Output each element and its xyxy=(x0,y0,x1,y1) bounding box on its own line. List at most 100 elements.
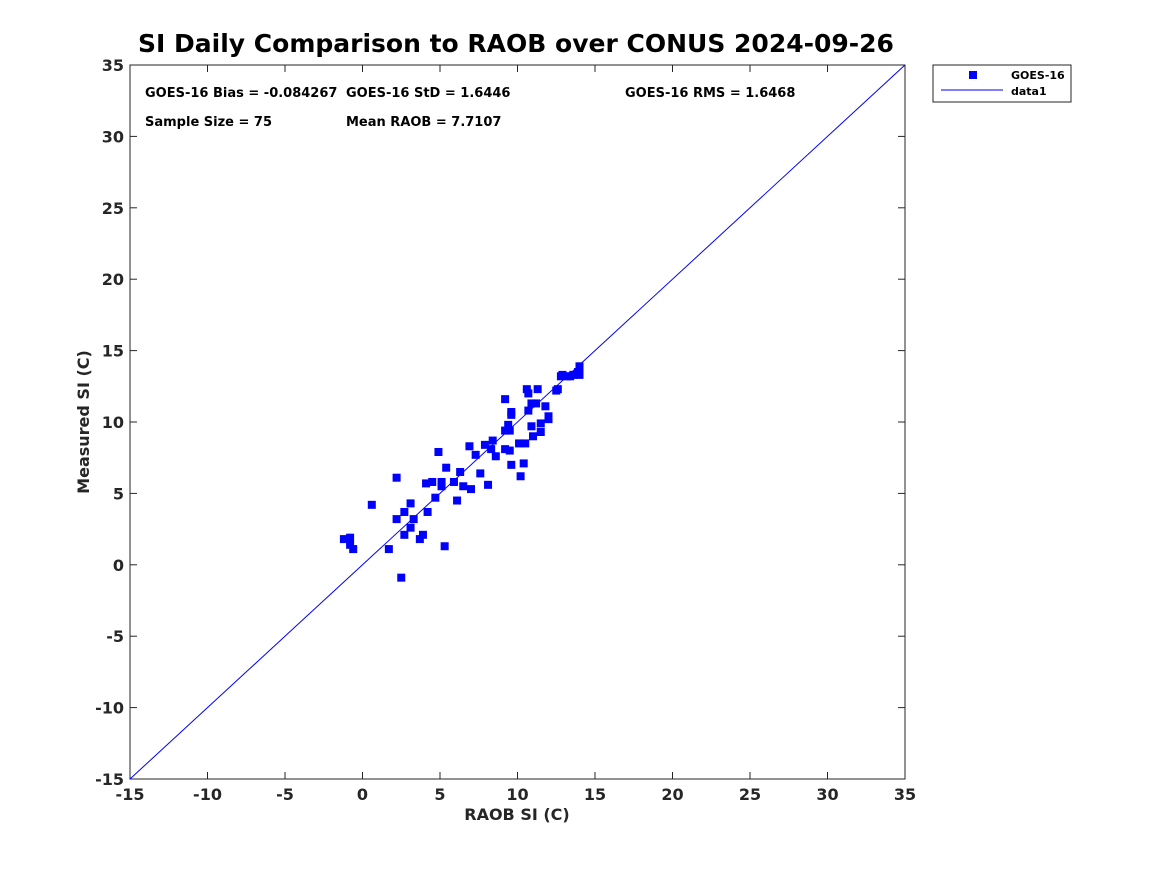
data-point xyxy=(507,408,516,417)
data-point xyxy=(339,535,348,544)
data-point xyxy=(422,479,431,488)
data-point xyxy=(349,545,358,554)
data-point xyxy=(406,523,415,532)
x-tick-label: 10 xyxy=(506,785,528,804)
y-tick-label: 35 xyxy=(102,56,124,75)
data-point xyxy=(449,477,458,486)
data-point xyxy=(558,370,567,379)
data-point xyxy=(505,446,514,455)
stat-mean-raob: Mean RAOB = 7.7107 xyxy=(346,115,501,130)
data-point xyxy=(575,362,584,371)
identity-line xyxy=(129,64,906,780)
data-point xyxy=(423,507,432,516)
data-point xyxy=(484,480,493,489)
x-tick-label: 0 xyxy=(357,785,368,804)
data-point xyxy=(522,385,531,394)
stat-rms: GOES-16 RMS = 1.6468 xyxy=(625,86,795,101)
y-axis-label: Measured SI (C) xyxy=(74,350,93,494)
data-point xyxy=(575,370,584,379)
data-point xyxy=(476,469,485,478)
y-tick-label: 5 xyxy=(113,484,124,503)
x-tick-label: 35 xyxy=(894,785,916,804)
x-tick-label: -15 xyxy=(116,785,145,804)
data-point xyxy=(434,447,443,456)
data-point xyxy=(437,482,446,491)
data-point xyxy=(346,533,355,542)
chart-title: SI Daily Comparison to RAOB over CONUS 2… xyxy=(138,29,894,58)
data-point xyxy=(442,463,451,472)
y-tick-label: 0 xyxy=(113,556,124,575)
x-tick-label: 20 xyxy=(661,785,683,804)
legend-entry-goes16: GOES-16 xyxy=(1011,69,1065,82)
data-point xyxy=(524,389,533,398)
data-point xyxy=(400,507,409,516)
x-tick-label: 15 xyxy=(584,785,606,804)
data-point xyxy=(453,496,462,505)
data-point xyxy=(501,426,510,435)
data-point xyxy=(392,473,401,482)
data-point xyxy=(536,419,545,428)
data-point xyxy=(515,439,524,448)
y-tick-label: 20 xyxy=(102,270,124,289)
x-tick-label: 5 xyxy=(434,785,445,804)
y-tick-label: 15 xyxy=(102,342,124,361)
data-point xyxy=(541,402,550,411)
data-point xyxy=(392,515,401,524)
data-point xyxy=(553,385,562,394)
data-point xyxy=(533,385,542,394)
stat-bias: GOES-16 Bias = -0.084267 xyxy=(145,86,337,101)
y-tick-label: 10 xyxy=(102,413,124,432)
data-point xyxy=(487,445,496,454)
y-tick-label: -5 xyxy=(106,627,124,646)
legend-marker-square-icon xyxy=(969,71,977,79)
data-point xyxy=(440,542,449,551)
data-point xyxy=(521,439,530,448)
y-tick-label: -15 xyxy=(95,770,124,789)
data-point xyxy=(569,370,578,379)
data-point xyxy=(529,432,537,441)
data-point xyxy=(488,436,497,445)
legend: GOES-16 data1 xyxy=(932,64,1072,103)
data-point xyxy=(491,452,500,461)
data-point xyxy=(431,493,440,502)
data-point xyxy=(397,573,406,582)
x-axis-label: RAOB SI (C) xyxy=(464,805,569,824)
data-point xyxy=(480,440,489,449)
y-tick-label: -10 xyxy=(95,699,124,718)
data-point xyxy=(415,535,424,544)
data-point xyxy=(406,499,415,508)
data-point xyxy=(524,406,533,415)
data-point xyxy=(544,415,553,424)
data-point xyxy=(346,540,355,549)
stat-std: GOES-16 StD = 1.6446 xyxy=(346,86,510,101)
data-point xyxy=(527,422,536,431)
data-point xyxy=(519,459,528,468)
stat-sample-size: Sample Size = 75 xyxy=(145,115,272,130)
x-axis-ticks: -15 -10 -5 0 5 10 15 20 25 30 35 xyxy=(116,65,916,804)
data-point xyxy=(459,482,468,491)
data-point xyxy=(507,460,516,469)
data-point xyxy=(437,477,446,486)
legend-entry-data1: data1 xyxy=(1011,85,1047,98)
x-tick-label: 30 xyxy=(816,785,838,804)
x-tick-label: 25 xyxy=(739,785,761,804)
y-tick-label: 30 xyxy=(102,127,124,146)
data-point xyxy=(467,485,475,494)
data-point xyxy=(471,450,480,459)
data-point xyxy=(505,426,514,435)
data-point xyxy=(536,427,545,436)
x-tick-label: -5 xyxy=(276,785,294,804)
data-point xyxy=(428,477,437,486)
data-point xyxy=(456,467,465,476)
data-point xyxy=(418,530,427,539)
data-point xyxy=(384,545,393,554)
scatter-points xyxy=(339,362,584,582)
legend-box xyxy=(932,64,1072,103)
stats-annotations: GOES-16 Bias = -0.084267 GOES-16 StD = 1… xyxy=(145,86,795,130)
data-point xyxy=(400,530,409,539)
data-point xyxy=(501,395,510,404)
x-tick-label: -10 xyxy=(193,785,222,804)
data-point xyxy=(516,472,525,481)
data-point xyxy=(501,445,510,454)
